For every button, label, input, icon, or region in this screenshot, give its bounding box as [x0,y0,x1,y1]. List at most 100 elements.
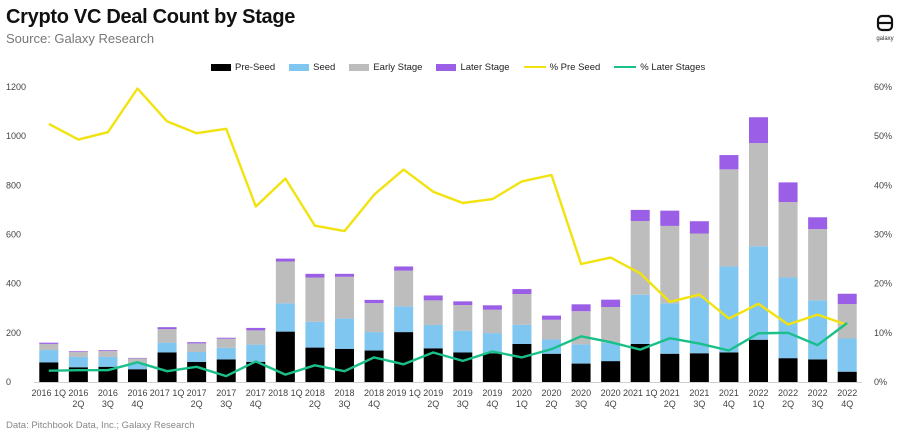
bar-segment-pre-seed [778,358,798,382]
bar-segment-later-stage [39,342,59,344]
bar-segment-early-stage [305,277,325,322]
bar-segment-later-stage [482,305,502,310]
legend-swatch [614,65,637,69]
x-tick-label: 2Q [309,399,321,409]
bar-segment-later-stage [335,273,354,277]
x-tick-label: 2021 [660,388,680,398]
bar-segment-seed [512,324,532,344]
bar-segment-pre-seed [482,353,502,382]
bar-segment-later-stage [98,350,118,351]
x-tick-label: 2019 [482,388,502,398]
bar-segment-pre-seed [837,371,857,382]
x-tick-label: 2Q [545,399,557,409]
source-footnote: Data: Pitchbook Data, Inc.; Galaxy Resea… [6,420,195,431]
bar-segment-pre-seed [364,350,384,382]
bar-segment-seed [630,294,650,344]
bar-segment-pre-seed [808,359,828,382]
bar-segment-later-stage [187,342,207,344]
bar-segment-later-stage [157,327,177,330]
bar-segment-pre-seed [542,353,561,382]
x-tick-label: 2Q [664,399,676,409]
bar-segment-seed [482,333,502,354]
bar-segment-pre-seed [689,353,709,382]
x-tick-label: 2016 1Q [32,388,67,398]
bar-segment-pre-seed [246,361,266,382]
x-tick-label: 2020 [541,388,561,398]
bar-segment-seed [128,363,147,370]
bar-segment-early-stage [837,304,857,339]
bar-segment-seed [187,352,207,362]
x-tick-label: 2018 [364,388,384,398]
bar-segment-pre-seed [630,343,650,382]
bar-segment-early-stage [187,343,207,353]
bar-segment-pre-seed [39,362,59,382]
bar-segment-early-stage [482,309,502,334]
x-tick-label: 2017 [246,388,266,398]
legend-label: Seed [313,61,336,73]
bar-segment-later-stage [601,299,621,308]
legend-item: Pre-Seed [211,62,275,73]
logo-wordmark: galaxy [876,36,894,42]
bar-segment-later-stage [394,266,414,271]
y-left-tick-label: 400 [6,279,21,289]
bar-segment-early-stage [689,233,709,298]
bar-segment-pre-seed [571,363,591,382]
legend-swatch [349,63,370,71]
bar-segment-seed [689,297,709,354]
bar-segment-pre-seed [512,343,532,382]
y-right-tick-label: 10% [874,328,892,338]
bar-segment-seed [719,266,739,353]
bar-segment-seed [68,356,88,368]
bar-segment-early-stage [512,293,532,325]
bar-segment-seed [335,318,354,349]
y-right-tick-label: 40% [874,180,892,190]
bar-segment-early-stage [453,305,473,331]
bar-segment-seed [98,356,118,367]
bar-segment-later-stage [660,210,680,226]
bar-segment-early-stage [749,143,768,247]
bar-segment-seed [423,324,443,349]
bar-segment-early-stage [601,307,621,343]
bar-segment-seed [305,321,325,348]
bar-segment-pre-seed [128,369,147,382]
bar-segment-later-stage [512,289,532,294]
bar-segment-later-stage [68,351,88,353]
bar-segment-later-stage [275,258,295,262]
galaxy-logo: galaxy [872,14,898,42]
bar-segment-pre-seed [275,331,295,382]
bar-segment-early-stage [216,338,236,348]
bar-segment-early-stage [630,220,650,295]
bar-segment-seed [216,347,236,360]
x-tick-label: 2017 [216,388,236,398]
bar-segment-early-stage [364,303,384,333]
bar-segment-seed [837,338,857,372]
bar-segment-later-stage [719,155,739,170]
x-tick-label: 4Q [486,399,498,409]
x-tick-label: 2022 [748,388,768,398]
bar-segment-early-stage [423,300,443,325]
x-tick-label: 4Q [131,399,143,409]
x-tick-label: 2Q [191,399,203,409]
bar-segment-seed [808,300,828,360]
legend-swatch [523,65,546,69]
x-tick-label: 3Q [693,399,705,409]
bar-segment-seed [275,303,295,332]
x-tick-label: 2022 [778,388,798,398]
legend-label: Later Stage [460,61,510,73]
x-tick-label: 2017 [187,388,207,398]
bar-segment-early-stage [98,350,118,357]
x-tick-label: 2016 [98,388,118,398]
bar-segment-seed [660,303,680,354]
x-tick-label: 4Q [605,399,617,409]
x-tick-label: 4Q [723,399,735,409]
legend-item: Seed [289,62,335,73]
y-left-tick-label: 200 [6,328,21,338]
bar-segment-pre-seed [601,361,621,382]
chart-title: Crypto VC Deal Count by Stage [6,6,296,28]
bar-segment-later-stage [216,337,236,339]
x-tick-label: 4Q [368,399,380,409]
y-right-tick-label: 50% [874,131,892,141]
bar-segment-later-stage [423,295,443,301]
y-left-tick-label: 1200 [6,82,26,92]
